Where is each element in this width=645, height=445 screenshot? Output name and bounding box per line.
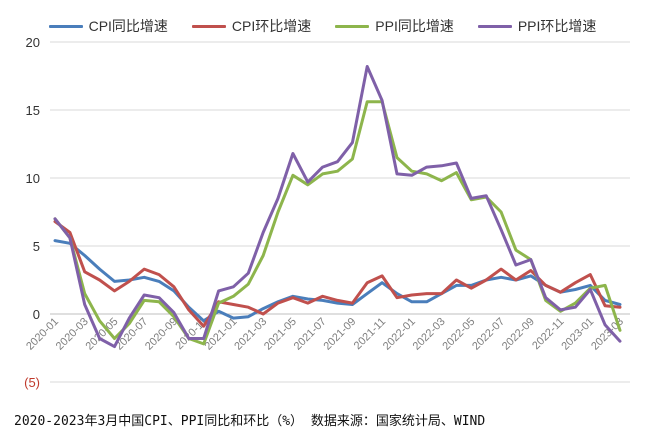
y-tick-label: 15	[26, 103, 40, 118]
x-tick-label: 2021-09	[321, 316, 358, 353]
legend-swatch-cpi-mom	[191, 24, 226, 28]
legend-swatch-cpi-yoy	[48, 24, 83, 28]
chart-caption: 2020-2023年3月中国CPI、PPI同比和环比（%） 数据来源：国家统计局…	[14, 414, 486, 429]
legend-label-ppi-yoy: PPI同比增速	[375, 18, 454, 34]
legend: CPI同比增速 CPI环比增速 PPI同比增速 PPI环比增速	[0, 16, 645, 36]
legend-label-cpi-yoy: CPI同比增速	[88, 18, 168, 34]
x-tick-label: 2020-09	[143, 316, 180, 353]
series-line	[53, 220, 622, 328]
legend-swatch-ppi-mom	[477, 24, 512, 28]
series	[53, 65, 622, 349]
y-tick-label: 5	[33, 239, 40, 254]
x-tick-label: 2023-03	[589, 316, 626, 353]
legend-item-ppi-yoy: PPI同比增速	[335, 16, 454, 36]
y-tick-label: 20	[26, 35, 40, 50]
y-tick-label: 0	[33, 307, 40, 322]
series-line	[53, 65, 622, 349]
legend-swatch-ppi-yoy	[335, 24, 370, 28]
series-line	[53, 239, 622, 323]
legend-item-cpi-yoy: CPI同比增速	[48, 16, 168, 36]
series-line	[53, 100, 622, 346]
y-tick-label: (5)	[24, 375, 40, 390]
legend-item-cpi-mom: CPI环比增速	[191, 16, 312, 36]
legend-item-ppi-mom: PPI环比增速	[477, 16, 597, 36]
legend-label-cpi-mom: CPI环比增速	[231, 18, 312, 34]
y-tick-label: 10	[26, 171, 40, 186]
x-tick-label: 2022-09	[500, 316, 537, 353]
legend-label-ppi-mom: PPI环比增速	[517, 18, 597, 34]
